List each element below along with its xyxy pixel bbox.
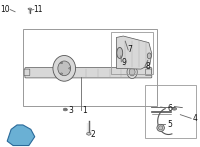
Text: 4: 4 [193,114,198,123]
Text: 7: 7 [128,45,133,54]
FancyBboxPatch shape [25,68,152,78]
Ellipse shape [173,108,175,109]
Text: 6: 6 [167,103,172,113]
Ellipse shape [147,53,151,59]
Ellipse shape [28,8,32,10]
Ellipse shape [61,62,62,64]
Text: 3: 3 [69,106,74,116]
Ellipse shape [61,73,62,74]
FancyBboxPatch shape [146,69,151,76]
Polygon shape [7,125,35,146]
Ellipse shape [58,61,71,76]
Ellipse shape [127,66,137,78]
Ellipse shape [172,107,177,110]
Text: 9: 9 [122,58,127,67]
Text: 2: 2 [90,130,95,139]
Text: 5: 5 [167,120,172,129]
Polygon shape [87,132,91,135]
Text: 10: 10 [0,5,10,14]
Ellipse shape [69,68,71,69]
Text: 8: 8 [145,62,150,71]
Text: 11: 11 [33,5,42,14]
Ellipse shape [158,126,163,130]
Ellipse shape [117,47,123,59]
Ellipse shape [157,124,164,131]
Polygon shape [116,36,152,69]
Ellipse shape [64,109,66,110]
Text: 1: 1 [83,106,87,116]
Ellipse shape [63,108,67,111]
Ellipse shape [53,56,76,81]
Ellipse shape [129,68,135,76]
FancyBboxPatch shape [24,69,30,76]
